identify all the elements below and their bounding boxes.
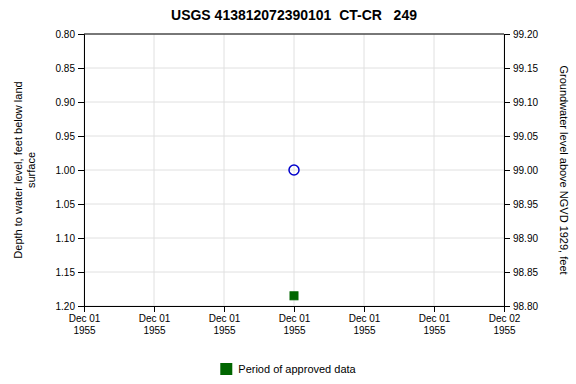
tick: 0.80 xyxy=(56,29,84,40)
tick-label: 99.00 xyxy=(513,165,538,176)
tick-label: Dec 011955 xyxy=(419,313,451,336)
tick-mark xyxy=(154,306,155,312)
tick-mark xyxy=(294,306,295,312)
axis-line xyxy=(78,35,85,307)
tick-label: 99.05 xyxy=(513,131,538,142)
y2-label: Groundwater level above NGVD 1929, feet xyxy=(558,65,570,274)
tick-mark xyxy=(78,272,84,273)
tick-label: 1.00 xyxy=(56,165,76,176)
tick-mark xyxy=(504,102,510,103)
y2-axis: 98.80 98.85 98.90 98.95 99.00 99.05 99.10 99.15… xyxy=(504,29,538,312)
series xyxy=(289,165,299,175)
legend-label: Period of approved data xyxy=(238,363,356,375)
tick-label: 1.05 xyxy=(56,199,76,210)
y-label: Depth to water level, feet below landsur… xyxy=(12,81,37,258)
tick: 1.15 xyxy=(56,267,84,278)
tick-label: 98.90 xyxy=(513,233,538,244)
tick-label: Dec 011955 xyxy=(209,313,241,336)
x-axis: Dec 011955 Dec 011955 Dec 011955 Dec 011955… xyxy=(69,306,521,336)
axis-line xyxy=(85,307,505,313)
marks xyxy=(289,165,299,300)
tick-label: Dec 021955 xyxy=(489,313,521,336)
tick-label: 1.10 xyxy=(56,233,76,244)
tick: 0.95 xyxy=(56,131,84,142)
tick-mark xyxy=(434,306,435,312)
tick-mark xyxy=(504,204,510,205)
tick-mark xyxy=(78,204,84,205)
legend-swatch xyxy=(220,363,232,375)
tick-label: 1.20 xyxy=(56,301,76,312)
grid-line xyxy=(294,34,295,306)
tick-label: 0.90 xyxy=(56,97,76,108)
tick-mark xyxy=(504,272,510,273)
tick: 0.90 xyxy=(56,97,84,108)
tick-mark xyxy=(78,136,84,137)
tick-label: 0.80 xyxy=(56,29,76,40)
tick-label: 0.85 xyxy=(56,63,76,74)
chart: Dec 011955 Dec 011955 Dec 011955 Dec 011955… xyxy=(0,0,576,384)
tick: 98.90 xyxy=(504,233,538,244)
tick-mark xyxy=(504,170,510,171)
grid-line xyxy=(224,34,225,306)
y-axis: 0.80 0.85 0.90 0.95 1.00 1.05 1.10 1.15 1.20 xyxy=(56,29,85,312)
tick-mark xyxy=(78,68,84,69)
tick-label: 99.10 xyxy=(513,97,538,108)
tick: 1.20 xyxy=(56,301,84,312)
tick-mark xyxy=(504,306,510,307)
plot: Dec 011955 Dec 011955 Dec 011955 Dec 011955… xyxy=(56,29,539,336)
tick-mark xyxy=(504,34,510,35)
axis-line xyxy=(505,35,511,307)
tick: Dec 011955 xyxy=(279,306,311,336)
tick-mark xyxy=(504,68,510,69)
tick-label: 99.20 xyxy=(513,29,538,40)
tick: 98.95 xyxy=(504,199,538,210)
tick: 99.10 xyxy=(504,97,538,108)
tick: 99.20 xyxy=(504,29,538,40)
tick-label: 98.85 xyxy=(513,267,538,278)
tick-mark xyxy=(78,34,84,35)
tick-mark xyxy=(78,306,84,307)
tick: 99.05 xyxy=(504,131,538,142)
frame xyxy=(84,34,504,35)
tick-label: 1.15 xyxy=(56,267,76,278)
tick-mark xyxy=(78,102,84,103)
tick-label: Dec 011955 xyxy=(69,313,101,336)
grid-line xyxy=(364,34,365,306)
tick-mark xyxy=(504,136,510,137)
tick: 1.00 xyxy=(56,165,84,176)
tick-label: 98.95 xyxy=(513,199,538,210)
tick: 99.15 xyxy=(504,63,538,74)
tick-label: Dec 011955 xyxy=(139,313,171,336)
tick-label: Dec 011955 xyxy=(349,313,381,336)
tick: Dec 011955 xyxy=(139,306,171,336)
tick-label: Dec 011955 xyxy=(279,313,311,336)
series xyxy=(290,292,298,300)
tick: 1.10 xyxy=(56,233,84,244)
grid-line xyxy=(154,34,155,306)
tick: 1.05 xyxy=(56,199,84,210)
point xyxy=(289,165,299,175)
tick: Dec 011955 xyxy=(419,306,451,336)
tick: 99.00 xyxy=(504,165,538,176)
point xyxy=(290,292,298,300)
tick-label: 0.95 xyxy=(56,131,76,142)
grid xyxy=(84,34,504,306)
tick-mark xyxy=(78,170,84,171)
grid-line xyxy=(434,34,435,306)
legend: Period of approved data xyxy=(220,363,356,375)
tick-mark xyxy=(78,238,84,239)
tick: Dec 011955 xyxy=(349,306,381,336)
tick-label: 99.15 xyxy=(513,63,538,74)
tick-label: 98.80 xyxy=(513,301,538,312)
grid-line xyxy=(84,34,504,35)
tick: Dec 011955 xyxy=(209,306,241,336)
legend-item: Period of approved data xyxy=(220,363,356,375)
tick-mark xyxy=(504,238,510,239)
title: USGS 413812072390101 CT-CR 249 xyxy=(171,7,417,23)
tick: 98.85 xyxy=(504,267,538,278)
tick: 0.85 xyxy=(56,63,84,74)
tick-mark xyxy=(364,306,365,312)
tick-mark xyxy=(224,306,225,312)
tick: 98.80 xyxy=(504,301,538,312)
